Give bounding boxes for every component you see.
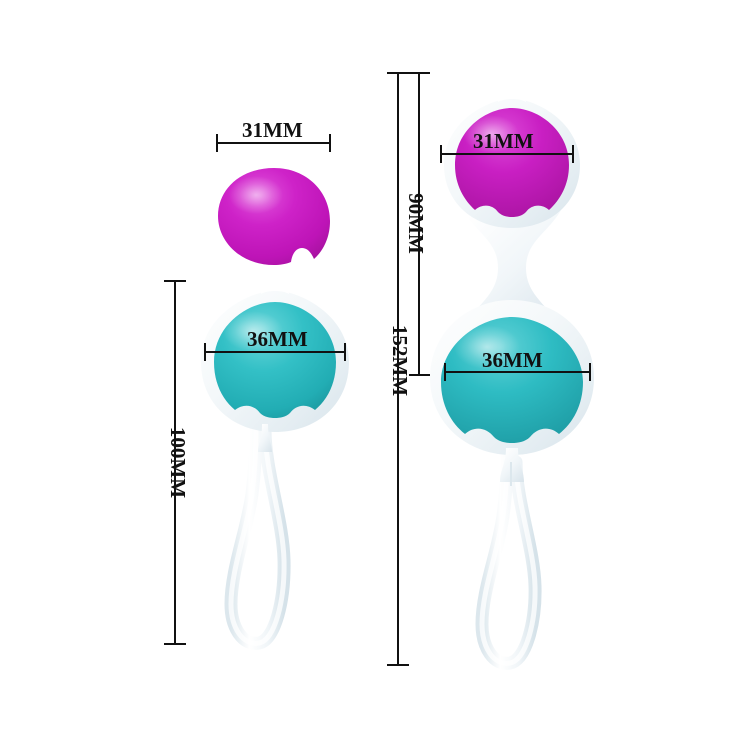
teal-ball-stem xyxy=(258,424,272,452)
dimension-label-double-purple-width: 31MM xyxy=(473,129,534,153)
teal-ball-top-nub xyxy=(261,279,289,294)
double-ball-assembly xyxy=(430,87,594,670)
dimension-label-single-purple-width: 31MM xyxy=(242,118,303,142)
dimension-line-double-purple-width xyxy=(439,145,575,163)
dimension-line-single-purple-width xyxy=(215,134,332,152)
dimension-label-double-teal-width: 36MM xyxy=(482,348,543,372)
purple-ball-gloss xyxy=(229,176,283,214)
teal-single-ball-assembly xyxy=(201,279,349,650)
pull-cord-right-strand xyxy=(475,451,542,670)
purple-double-ball-gloss xyxy=(463,115,519,153)
dimension-lines xyxy=(164,71,592,667)
purple-double-ball-top-nub xyxy=(498,87,526,102)
pull-cord-right-highlight xyxy=(479,455,538,666)
purple-single-ball xyxy=(218,168,330,265)
teal-double-ball-gloss xyxy=(454,325,520,369)
dimension-label-double-body-length: 90MM xyxy=(403,193,428,254)
dimension-label-single-total-length: 100MM xyxy=(166,426,191,499)
pull-cord-left-highlight xyxy=(228,425,287,646)
teal-ball-gloss xyxy=(223,311,283,351)
dimension-line-single-total-length xyxy=(164,279,186,646)
dimension-line-double-teal-width xyxy=(443,363,592,381)
dimension-label-double-total-length: 152MM xyxy=(388,324,413,397)
dimension-line-double-body-length xyxy=(409,71,430,377)
dimension-label-single-teal-width: 36MM xyxy=(247,327,308,351)
dimension-line-double-total-length xyxy=(387,71,409,667)
ball-connector-neck xyxy=(462,208,562,330)
dimension-line-single-teal-width xyxy=(203,343,347,361)
